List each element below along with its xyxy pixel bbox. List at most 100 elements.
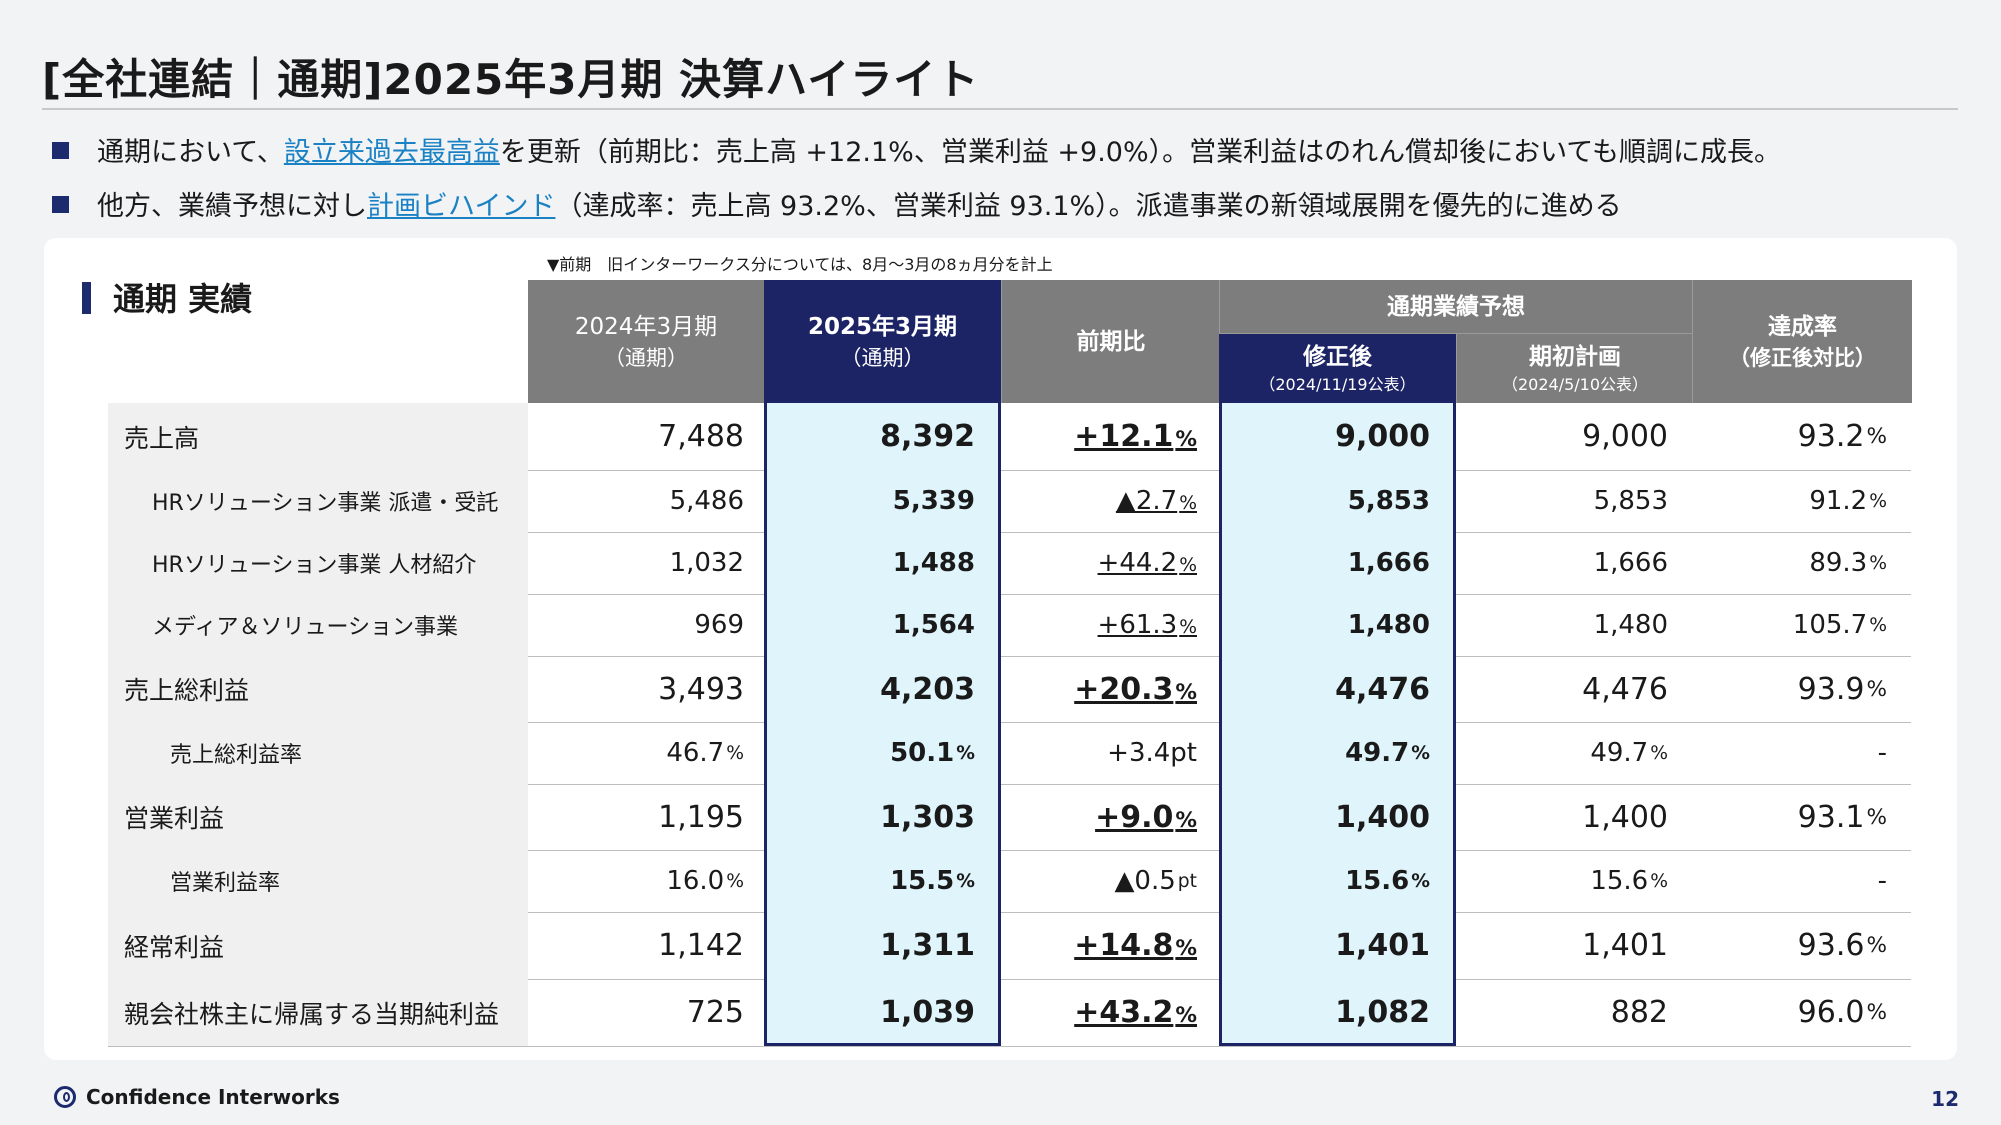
cell-prev: 7,488 — [658, 419, 744, 454]
initial-value: 49.7 — [1590, 738, 1649, 768]
header-revised: 修正後 （2024/11/19公表） — [1219, 334, 1456, 403]
cell-prev: 3,493 — [658, 671, 744, 707]
page-number: 12 — [1931, 1087, 1959, 1111]
initial-unit: % — [1650, 870, 1668, 892]
cell-current: 8,392 — [764, 403, 1001, 470]
prev-unit: % — [726, 742, 744, 764]
row-label: メディア＆ソリューション事業 — [108, 594, 528, 656]
cell-current: 1,488 — [764, 532, 1001, 594]
yoy-value: +20.3 — [1074, 671, 1174, 707]
header-prev-year-line1: 2024年3月期 — [574, 313, 718, 340]
cell-achievement: 89.3% — [1692, 532, 1911, 594]
header-yoy: 前期比 — [1001, 280, 1220, 403]
cell-yoy: +3.4pt — [1107, 738, 1197, 768]
cell-initial: 1,400 — [1582, 799, 1668, 835]
header-current-year-line2: （通期） — [840, 345, 925, 370]
header-achievement-line1: 達成率 — [1768, 313, 1837, 340]
yoy-unit: % — [1179, 617, 1197, 638]
cell-achievement: 93.9% — [1692, 656, 1911, 722]
cell-initial: 882 — [1610, 995, 1668, 1030]
cell-revised: 9,000 — [1219, 403, 1456, 470]
ach-value: 91.2 — [1809, 486, 1868, 516]
cell-current: 1,564 — [764, 594, 1001, 656]
cell-prev: 725 — [686, 995, 744, 1030]
bullet-highlight-link[interactable]: 設立来過去最高益 — [283, 137, 500, 168]
row-label: 売上高 — [108, 403, 528, 470]
cell-initial: 4,476 — [1582, 671, 1668, 707]
current-value: 15.5 — [890, 866, 955, 896]
cell-current: 1,303 — [764, 784, 1001, 850]
cell-current: 50.1% — [764, 722, 1001, 784]
yoy-unit: % — [1179, 493, 1197, 514]
current-unit: % — [956, 742, 975, 764]
row-label: 売上総利益率 — [108, 722, 528, 784]
ach-value: 96.0 — [1797, 995, 1865, 1030]
header-forecast-group: 通期業績予想 — [1219, 280, 1692, 334]
cell-achievement: 93.1% — [1692, 784, 1911, 850]
cell-prev: 1,195 — [658, 799, 744, 835]
table-row: 売上総利益率 46.7% 50.1% +3.4pt 49.7% 49.7% - — [108, 722, 1911, 785]
ach-value: 89.3 — [1809, 548, 1868, 578]
cell-prev: 1,032 — [669, 548, 744, 578]
cell-revised: 1,400 — [1219, 784, 1456, 850]
logo-mark-icon — [54, 1086, 76, 1108]
ach-unit: % — [1866, 804, 1887, 830]
ach-value: 93.6 — [1797, 928, 1865, 963]
company-logo: Confidence Interworks — [54, 1085, 340, 1109]
cell-initial: 1,401 — [1582, 928, 1668, 963]
yoy-value: ▲0.5 — [1114, 866, 1176, 896]
yoy-value: +61.3 — [1097, 610, 1178, 640]
row-label: 親会社株主に帰属する当期純利益 — [108, 979, 528, 1046]
yoy-value: +12.1 — [1074, 419, 1174, 454]
cell-revised: 1,666 — [1219, 532, 1456, 594]
yoy-unit: % — [1175, 807, 1197, 833]
ach-value: 105.7 — [1792, 610, 1868, 640]
cell-current: 15.5% — [764, 850, 1001, 912]
table-row: HRソリューション事業 派遣・受託 5,486 5,339 ▲2.7% 5,85… — [108, 470, 1911, 533]
yoy-value: +14.8 — [1074, 928, 1174, 963]
ach-value: 93.9 — [1797, 671, 1865, 707]
cell-revised: 15.6% — [1219, 850, 1456, 912]
cell-initial: 1,480 — [1593, 610, 1668, 640]
cell-achievement: - — [1877, 866, 1887, 896]
ach-value: 93.1 — [1797, 799, 1865, 835]
cell-initial: 15.6% — [1456, 850, 1692, 912]
cell-initial: 5,853 — [1593, 486, 1668, 516]
revised-value: 15.6 — [1345, 866, 1410, 896]
ach-value: 93.2 — [1797, 419, 1865, 454]
bullet-text: （達成率：売上高 93.2%、営業利益 93.1%）。派遣事業の新領域展開を優先… — [555, 191, 1622, 222]
current-unit: % — [956, 870, 975, 892]
cell-achievement: 105.7% — [1692, 594, 1911, 656]
cell-revised: 1,480 — [1219, 594, 1456, 656]
header-revised-label: 修正後 — [1303, 343, 1372, 370]
cell-yoy: +14.8% — [1001, 912, 1219, 979]
row-label: 売上総利益 — [108, 656, 528, 722]
square-bullet-icon — [52, 196, 69, 213]
table-note: ▼前期 旧インターワークス分については、8月～3月の8ヵ月分を計上 — [547, 255, 1053, 274]
cell-initial: 49.7% — [1456, 722, 1692, 784]
ach-unit: % — [1869, 614, 1887, 636]
bullet-item-1: 通期において、設立来過去最高益を更新（前期比：売上高 +12.1%、営業利益 +… — [52, 130, 1781, 169]
cell-revised: 1,082 — [1219, 979, 1456, 1046]
cell-current: 1,311 — [764, 912, 1001, 979]
header-yoy-label: 前期比 — [1076, 328, 1146, 355]
initial-value: 15.6 — [1590, 866, 1649, 896]
bullet-text: 他方、業績予想に対し — [97, 191, 367, 222]
ach-unit: % — [1866, 676, 1887, 702]
cell-achievement: 91.2% — [1692, 470, 1911, 532]
bullet-highlight-link[interactable]: 計画ビハインド — [367, 191, 556, 222]
yoy-unit: % — [1175, 1003, 1197, 1028]
table-row: HRソリューション事業 人材紹介 1,032 1,488 +44.2% 1,66… — [108, 532, 1911, 595]
cell-achievement: 93.6% — [1692, 912, 1911, 979]
header-achievement-line2: （修正後対比） — [1729, 345, 1876, 370]
cell-initial: 9,000 — [1582, 419, 1668, 454]
current-value: 50.1 — [890, 738, 955, 768]
ach-unit: % — [1869, 552, 1887, 574]
cell-current: 1,039 — [764, 979, 1001, 1046]
ach-unit: % — [1866, 1000, 1887, 1025]
bullet-text: 通期において、 — [97, 137, 284, 168]
ach-unit: % — [1869, 490, 1887, 512]
cell-achievement: 93.2% — [1692, 403, 1911, 470]
row-label: HRソリューション事業 人材紹介 — [108, 532, 528, 594]
cell-prev: 46.7% — [528, 722, 764, 784]
